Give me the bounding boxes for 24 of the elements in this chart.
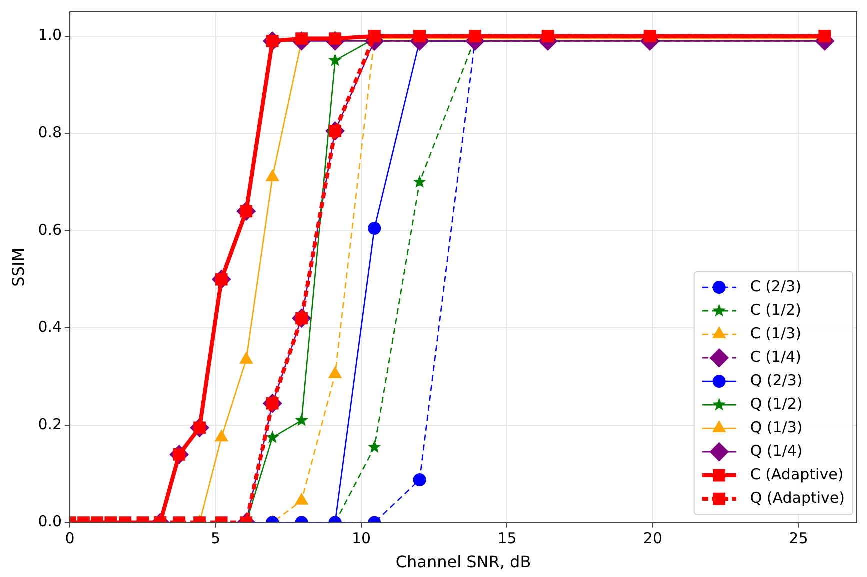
legend-label: Q (1/3) — [750, 418, 803, 436]
legend-label: C (1/2) — [750, 300, 802, 319]
y-tick-label: 0.0 — [38, 512, 62, 531]
y-tick-label: 0.2 — [38, 415, 62, 434]
y-tick-label: 1.0 — [38, 26, 62, 44]
legend-label: Q (2/3) — [750, 371, 803, 390]
y-tick-label: 0.6 — [38, 220, 62, 239]
y-tick-label: 0.4 — [38, 318, 62, 336]
legend-label: C (1/3) — [750, 324, 802, 342]
legend-label: C (1/4) — [750, 348, 802, 366]
x-tick-label: 25 — [789, 530, 808, 548]
x-tick-label: 0 — [65, 530, 75, 548]
y-tick-label: 0.8 — [38, 124, 62, 142]
legend-label: Q (1/2) — [750, 394, 803, 413]
x-tick-label: 15 — [498, 530, 517, 548]
legend-label: C (Adaptive) — [750, 465, 844, 484]
x-tick-label: 5 — [211, 530, 221, 548]
x-tick-label: 20 — [643, 530, 663, 548]
legend-label: C (2/3) — [750, 277, 802, 296]
legend-label: Q (Adaptive) — [750, 488, 846, 507]
legend-label: Q (1/4) — [750, 442, 803, 460]
x-axis-title: Channel SNR, dB — [396, 552, 532, 572]
x-tick-label: 10 — [352, 530, 372, 548]
y-axis-title: SSIM — [8, 248, 28, 287]
